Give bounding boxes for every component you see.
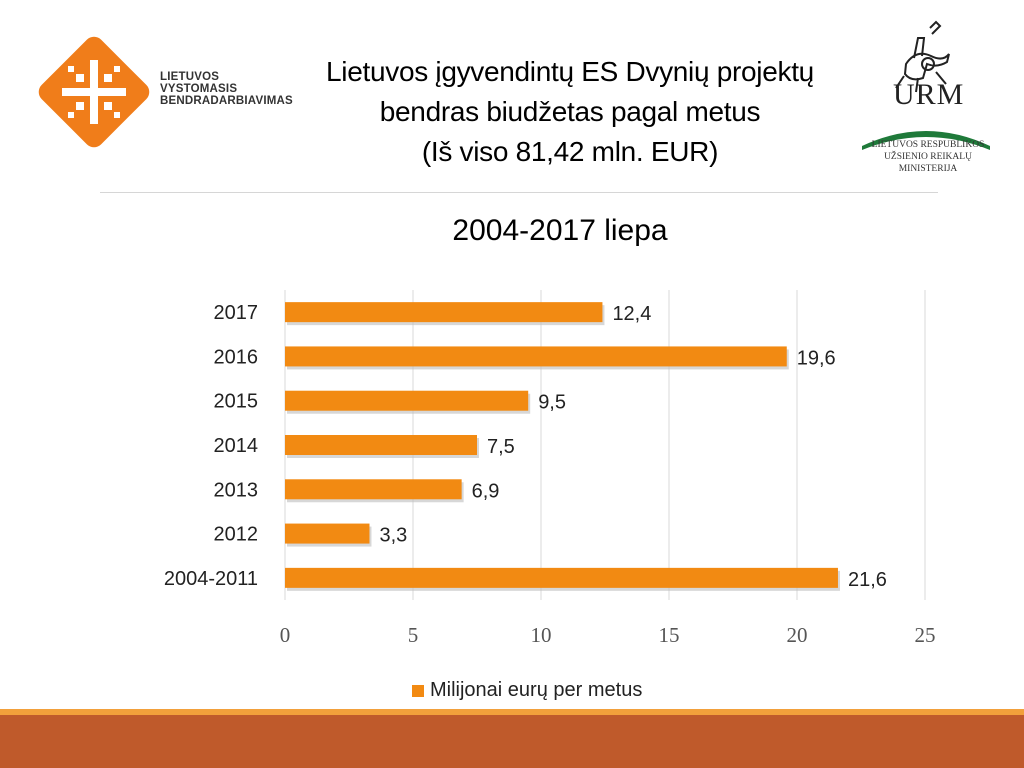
- x-tick-label: 0: [280, 623, 291, 647]
- bar: [285, 479, 462, 500]
- urm-line3: MINISTERIJA: [898, 164, 958, 174]
- x-tick-label: 20: [787, 623, 808, 647]
- category-label: 2012: [214, 524, 259, 546]
- x-tick-label: 15: [659, 623, 680, 647]
- chart-subtitle: 2004-2017 liepa: [452, 214, 668, 247]
- bar: [285, 346, 787, 367]
- category-label: 2014: [214, 435, 259, 457]
- lietuvos-vystomasis-logo-icon: [38, 36, 150, 148]
- category-label: 2004-2011: [164, 568, 258, 590]
- bar-chart: 0 5 10 15 20 25 2017 12,4 2016 19,6 2015 9,5 2014 7,5…: [164, 290, 936, 647]
- header-divider: [100, 192, 938, 193]
- category-label: 2017: [214, 302, 259, 324]
- category-label: 2015: [214, 391, 259, 413]
- logo-left-line2: VYSTOMASIS: [160, 83, 238, 95]
- legend-swatch: [412, 684, 424, 697]
- page-title: Lietuvos įgyvendintų ES Dvynių projektų …: [270, 52, 870, 172]
- footer-band: [0, 715, 1024, 768]
- urm-line1: LIETUVOS RESPUBLIKOS: [871, 140, 985, 150]
- data-label: 19,6: [797, 347, 836, 369]
- logo-left-line1: LIETUVOS: [160, 71, 220, 83]
- urm-abbr: URM: [893, 78, 965, 111]
- category-label: 2016: [214, 346, 259, 368]
- chart-legend: Milijonai eurų per metus: [412, 679, 642, 702]
- bar: [285, 390, 529, 411]
- data-label: 6,9: [472, 480, 500, 502]
- footer-accent-line: [0, 709, 1024, 715]
- title-line-3: (Iš viso 81,42 mln. EUR): [421, 136, 719, 167]
- vytis-knight-emblem-icon: [862, 20, 990, 150]
- legend-label: Milijonai eurų per metus: [430, 679, 643, 701]
- x-tick-label: 10: [531, 623, 552, 647]
- data-label: 3,3: [379, 525, 407, 547]
- logo-left-text: LIETUVOS VYSTOMASIS BENDRADARBIAVIMAS: [160, 71, 293, 107]
- urm-arc: [862, 131, 990, 150]
- data-label: 7,5: [487, 436, 515, 458]
- title-line-1: Lietuvos įgyvendintų ES Dvynių projektų: [326, 56, 814, 87]
- x-tick-label: 25: [915, 623, 936, 647]
- data-label: 21,6: [848, 569, 887, 591]
- urm-line2: UŽSIENIO REIKALŲ: [884, 152, 972, 162]
- urm-subtitle: LIETUVOS RESPUBLIKOS UŽSIENIO REIKALŲ MI…: [858, 139, 998, 175]
- category-label: 2013: [214, 479, 259, 501]
- data-label: 9,5: [538, 392, 566, 414]
- data-label: 12,4: [612, 303, 651, 325]
- title-line-2: bendras biudžetas pagal metus: [379, 96, 761, 127]
- bar: [285, 435, 477, 455]
- logo-left-line3: BENDRADARBIAVIMAS: [160, 95, 293, 107]
- bar: [285, 523, 370, 544]
- bar: [285, 567, 838, 588]
- x-tick-label: 5: [408, 623, 419, 647]
- bar: [285, 302, 603, 323]
